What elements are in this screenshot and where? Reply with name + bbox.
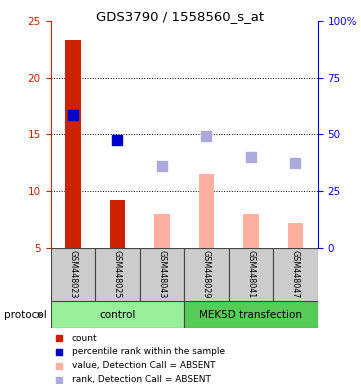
- Bar: [109, 200, 125, 248]
- Point: [70, 112, 76, 118]
- Point: [248, 154, 254, 160]
- Text: value, Detection Call = ABSENT: value, Detection Call = ABSENT: [72, 361, 216, 371]
- Text: GSM448043: GSM448043: [157, 250, 166, 299]
- Text: GSM448041: GSM448041: [247, 250, 255, 299]
- Bar: [288, 223, 303, 248]
- Text: GSM448029: GSM448029: [202, 250, 211, 299]
- Text: control: control: [99, 310, 135, 320]
- Bar: [199, 174, 214, 248]
- Bar: [95, 248, 140, 301]
- Text: count: count: [72, 334, 97, 343]
- Point: [56, 349, 61, 355]
- Bar: [273, 248, 318, 301]
- Bar: [51, 248, 95, 301]
- Point: [292, 160, 298, 166]
- Bar: [243, 214, 259, 248]
- Bar: [140, 248, 184, 301]
- Bar: [154, 214, 170, 248]
- Bar: [65, 40, 81, 248]
- Bar: [229, 248, 273, 301]
- Point: [56, 335, 61, 341]
- Bar: [184, 248, 229, 301]
- Text: rank, Detection Call = ABSENT: rank, Detection Call = ABSENT: [72, 375, 211, 384]
- Text: GDS3790 / 1558560_s_at: GDS3790 / 1558560_s_at: [96, 10, 265, 23]
- Point: [114, 137, 120, 143]
- Text: protocol: protocol: [4, 310, 46, 320]
- Text: percentile rank within the sample: percentile rank within the sample: [72, 348, 225, 356]
- Text: MEK5D transfection: MEK5D transfection: [199, 310, 303, 320]
- Point: [56, 377, 61, 383]
- Point: [56, 363, 61, 369]
- Text: GSM448047: GSM448047: [291, 250, 300, 299]
- Bar: [51, 301, 184, 328]
- Bar: [184, 301, 318, 328]
- Point: [204, 132, 209, 139]
- Point: [159, 163, 165, 169]
- Text: GSM448023: GSM448023: [68, 250, 77, 299]
- Text: GSM448025: GSM448025: [113, 250, 122, 299]
